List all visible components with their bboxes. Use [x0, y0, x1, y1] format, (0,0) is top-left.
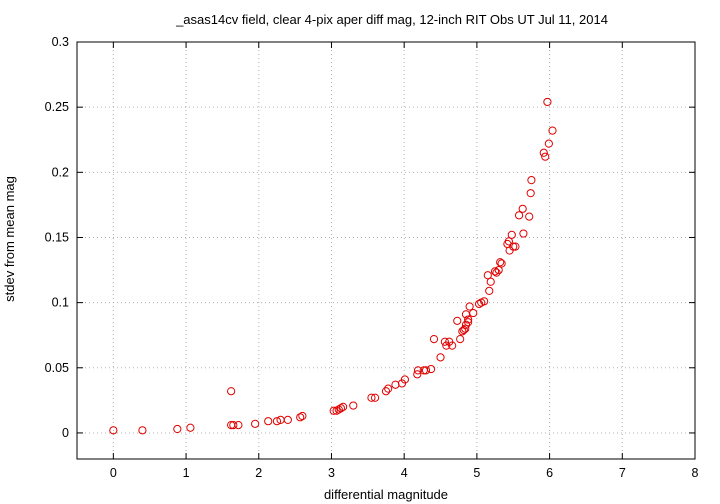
data-point [272, 417, 282, 426]
data-point [234, 421, 243, 430]
x-tick-label: 5 [473, 466, 480, 480]
data-point [464, 318, 473, 327]
y-tick-label: 0.1 [52, 296, 69, 310]
grid-layer [77, 42, 695, 459]
x-tick-label: 1 [183, 466, 190, 480]
data-point [283, 415, 292, 425]
data-point [461, 320, 471, 329]
data-point [421, 366, 431, 375]
data-point [459, 325, 468, 335]
data-point [456, 335, 465, 344]
data-point [109, 426, 118, 435]
data-point [138, 426, 147, 435]
data-point [526, 189, 535, 198]
data-points [109, 97, 557, 435]
data-point [461, 324, 470, 333]
x-tick-label: 4 [401, 466, 408, 480]
data-point [504, 237, 513, 246]
data-point [494, 265, 503, 275]
data-point [527, 176, 536, 185]
chart-title: _asas14cv field, clear 4-pix aper diff m… [175, 12, 608, 27]
x-tick-label: 6 [546, 466, 553, 480]
data-point [186, 423, 195, 432]
y-tick-label: 0.2 [52, 165, 69, 179]
data-point [511, 242, 520, 251]
data-point [436, 353, 445, 362]
data-point [349, 401, 358, 410]
x-axis-label: differential magnitude [324, 487, 448, 502]
data-point [544, 139, 553, 148]
data-point [541, 152, 550, 161]
y-tick-label: 0.05 [45, 361, 69, 375]
data-point [400, 375, 410, 384]
data-point [334, 405, 343, 414]
data-point [486, 277, 495, 286]
x-tick-label: 7 [619, 466, 626, 480]
data-point [492, 268, 501, 277]
data-point [453, 316, 462, 325]
data-point [381, 387, 391, 396]
data-point [483, 271, 492, 280]
data-point [548, 126, 557, 135]
data-point [465, 302, 474, 311]
data-point [384, 384, 393, 393]
data-point [413, 366, 423, 375]
data-point [518, 204, 527, 213]
data-point [227, 387, 236, 396]
data-point [490, 267, 500, 276]
data-point [413, 370, 422, 379]
y-tick-label: 0.3 [52, 35, 69, 49]
data-point [448, 341, 457, 350]
data-point [497, 259, 506, 268]
y-axis-label: stdev from mean mag [2, 176, 17, 302]
data-point [525, 212, 534, 221]
data-point [469, 308, 478, 318]
data-point [539, 148, 548, 157]
data-point [507, 230, 516, 239]
data-point [519, 229, 528, 238]
x-tick-label: 2 [255, 466, 262, 480]
data-point [464, 315, 473, 324]
data-point [336, 404, 346, 413]
data-point [229, 421, 238, 430]
data-point [496, 258, 505, 267]
data-point [370, 393, 380, 402]
y-tick-label: 0.25 [45, 100, 69, 114]
data-point [509, 242, 518, 251]
data-point [173, 424, 182, 434]
data-point [485, 286, 494, 295]
data-point [296, 413, 305, 422]
data-point [429, 335, 439, 344]
data-point [329, 406, 338, 415]
data-point [440, 337, 449, 346]
data-point [339, 402, 348, 411]
x-tick-label: 3 [328, 466, 335, 480]
data-point [426, 364, 436, 374]
data-point [251, 419, 260, 428]
x-tick-label: 8 [692, 466, 699, 480]
data-point [391, 380, 400, 389]
data-point [543, 97, 552, 107]
data-point [480, 297, 489, 306]
data-point [514, 211, 524, 220]
data-point [298, 411, 307, 421]
data-point [458, 327, 467, 336]
y-tick-label: 0.15 [45, 230, 69, 244]
plot-area-frame [76, 41, 696, 460]
tick-layer: 0 1 2 3 4 5 6 7 8 0 0.05 0.1 0.15 0.2 0.25 0.3 [45, 35, 699, 480]
data-point [332, 406, 341, 415]
data-point [367, 393, 376, 402]
y-tick-label: 0 [62, 426, 69, 440]
data-point [264, 417, 273, 426]
data-point [474, 299, 484, 309]
x-tick-label: 0 [110, 466, 117, 480]
